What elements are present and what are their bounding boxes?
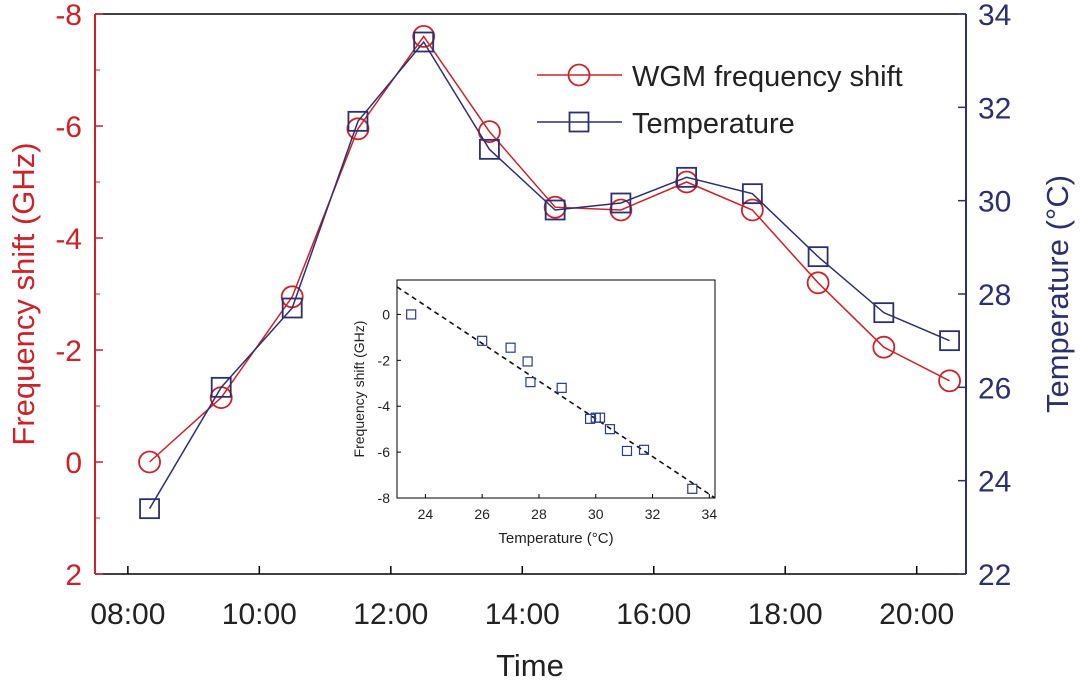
left-y-tick-label: -6 [55,111,82,144]
inset-point [525,377,536,388]
temperature-point [939,330,960,352]
inset-x-tick-label: 30 [588,506,604,522]
inset-plot: 24 26 28 30 32 34 0 -2 -4 -6 -8 Temperature (°C) Fre… [340,268,725,554]
legend-marker-frequency [567,63,591,87]
frequency-point [609,198,633,222]
legend: WGM frequency shift Temperature [537,61,903,140]
main-plot: 08:00 10:00 12:00 14:00 16:00 18:00 20:00 -8 -6 -… [6,0,1075,683]
frequency-point [138,450,161,474]
inset-y-tick-label: -6 [378,444,391,460]
x-tick-label: 08:00 [90,598,165,631]
inset-point [594,412,606,423]
x-tick-label: 14:00 [485,598,560,631]
inset-background [340,268,725,554]
frequency-point [938,369,961,393]
inset-x-tick-label: 28 [531,506,547,522]
inset-point [406,309,417,320]
right-y-tick-label: 24 [978,466,1011,499]
legend-label-frequency: WGM frequency shift [632,61,903,93]
x-axis-title: Time [496,648,564,683]
inset-point [687,483,698,494]
temperature-point [479,138,500,160]
frequency-point [872,335,896,359]
x-tick-label: 10:00 [222,598,297,631]
left-y-tick-label: -2 [55,335,82,368]
inset-y-tick-label: 0 [382,306,390,322]
temperature-point [413,31,435,53]
frequency-point [346,117,370,141]
left-y-axis-title: Frequency shift (GHz) [6,142,41,445]
temperature-point [610,192,632,214]
right-y-tick-label: 26 [978,372,1011,405]
left-y-tick-label: -8 [55,0,82,32]
right-y-tick-label: 32 [978,92,1011,125]
series-line-frequency [149,35,950,463]
inset-x-tick-label: 26 [474,506,490,522]
inset-point [638,444,650,455]
temperature-point [281,297,303,319]
right-y-tick-label: 28 [978,279,1011,312]
inset-x-tick-label: 34 [702,506,718,522]
inset-point [584,413,596,424]
frequency-point [543,195,567,219]
temperature-point [139,498,160,520]
legend-marker-temperature [568,111,590,133]
left-y-tick-label: -4 [55,223,82,256]
inset-point [621,445,633,457]
temperature-point [544,199,566,221]
frequency-point [806,271,830,295]
inset-y-tick-label: -8 [378,490,391,506]
inset-y-axis-title: Frequency shift (GHz) [351,321,367,458]
inset-point [556,382,567,393]
legend-label-temperature: Temperature [632,108,795,140]
inset-fit-line [396,286,716,499]
x-tick-label: 12:00 [353,598,428,631]
frequency-point [412,25,436,48]
inset-x-axis-title: Temperature (°C) [498,530,613,547]
temperature-point [807,246,829,268]
inset-y-tick-label: -4 [378,398,391,414]
temperature-point [741,183,763,205]
series-line-temperature [148,40,950,510]
inset-point [477,335,488,346]
temperature-point [873,302,895,324]
inset-y-tick-label: -2 [378,352,391,368]
inset-x-tick-label: 24 [418,506,434,522]
left-y-tick-label: 0 [65,447,82,480]
temperature-point [210,376,232,398]
x-tick-label: 20:00 [879,598,954,631]
temperature-point [676,166,698,188]
inset-point [522,356,533,367]
right-y-axis-title: Temperature (°C) [1040,175,1075,413]
right-y-tick-label: 22 [978,559,1011,592]
inset-point [505,342,516,353]
right-y-tick-label: 30 [978,186,1011,219]
inset-x-tick-label: 32 [645,506,661,522]
frequency-point [740,198,764,222]
inset-frame [396,279,716,499]
inset-point [604,424,616,435]
right-y-tick-label: 34 [978,0,1011,32]
left-y-tick-label: 2 [65,559,82,592]
temperature-point [347,110,369,132]
x-tick-label: 18:00 [748,598,823,631]
x-tick-label: 16:00 [616,598,691,631]
